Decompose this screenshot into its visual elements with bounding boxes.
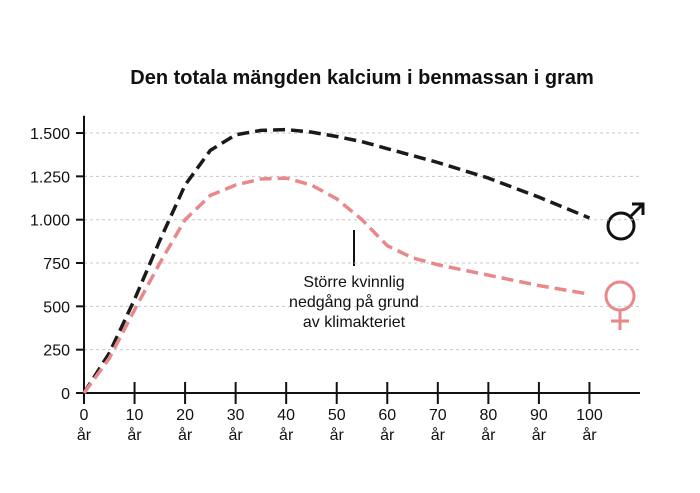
- y-tick-label: 1.000: [30, 213, 70, 230]
- x-tick-label: 70 år: [428, 407, 447, 444]
- male-symbol: [606, 202, 645, 241]
- x-tick-label: 100 år: [576, 407, 603, 444]
- x-tick-label: 40 år: [277, 407, 296, 444]
- x-tick-label: 20 år: [176, 407, 194, 444]
- chart-title: Den totala mängden kalcium i benmassan i…: [130, 67, 593, 89]
- series-line: [82, 127, 591, 394]
- series-line: [82, 176, 590, 395]
- x-tick-label: 60 år: [378, 407, 397, 444]
- x-tick-label: 80 år: [479, 407, 498, 444]
- y-tick-label: 250: [43, 343, 70, 360]
- x-tick-label: 50 år: [327, 407, 346, 444]
- y-tick-label: 500: [43, 299, 70, 316]
- y-tick-label: 750: [43, 256, 70, 273]
- x-tick-label: 30 år: [226, 407, 245, 444]
- female-symbol: [604, 280, 636, 330]
- y-tick-label: 1.250: [30, 169, 70, 186]
- y-tick-label: 0: [61, 386, 70, 403]
- x-tick-label: 10 år: [125, 407, 144, 444]
- x-tick-label: 0 år: [76, 407, 92, 444]
- annotation: Större kvinnlig nedgång på grund av klim…: [289, 274, 419, 331]
- y-tick-label: 1.500: [30, 126, 70, 143]
- x-tick-label: 90 år: [530, 407, 548, 444]
